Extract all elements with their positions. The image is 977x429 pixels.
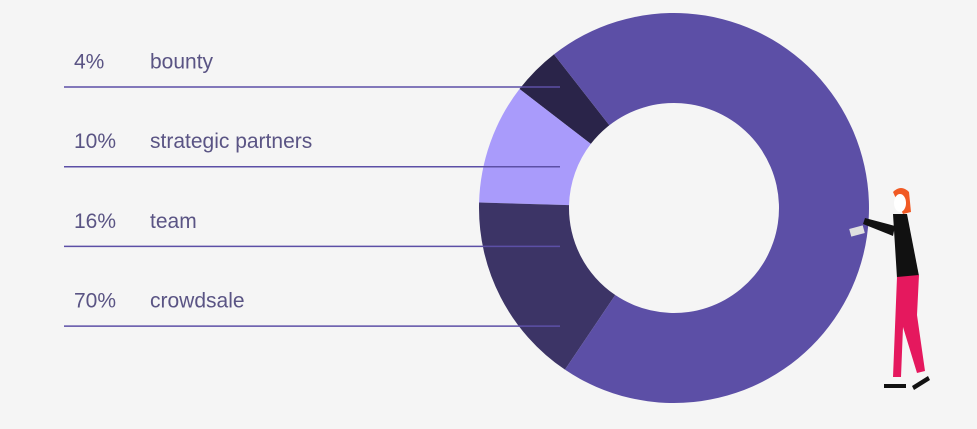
donut-segment [519, 54, 610, 144]
person-illustration [849, 188, 930, 390]
legend-label: strategic partners [150, 130, 312, 153]
donut-segment [478, 202, 616, 370]
legend-value: 70% [74, 290, 116, 313]
legend-label: crowdsale [150, 290, 245, 313]
legend-value: 16% [74, 210, 116, 233]
legend-value: 10% [74, 130, 116, 153]
donut-segment [479, 89, 591, 206]
legend: 4% bounty 10% strategic partners 16% team 70% c… [64, 51, 560, 327]
legend-label: bounty [150, 51, 214, 74]
donut [478, 12, 870, 403]
legend-value: 4% [74, 51, 104, 74]
legend-label: team [150, 210, 197, 233]
donut-segment [553, 12, 870, 403]
